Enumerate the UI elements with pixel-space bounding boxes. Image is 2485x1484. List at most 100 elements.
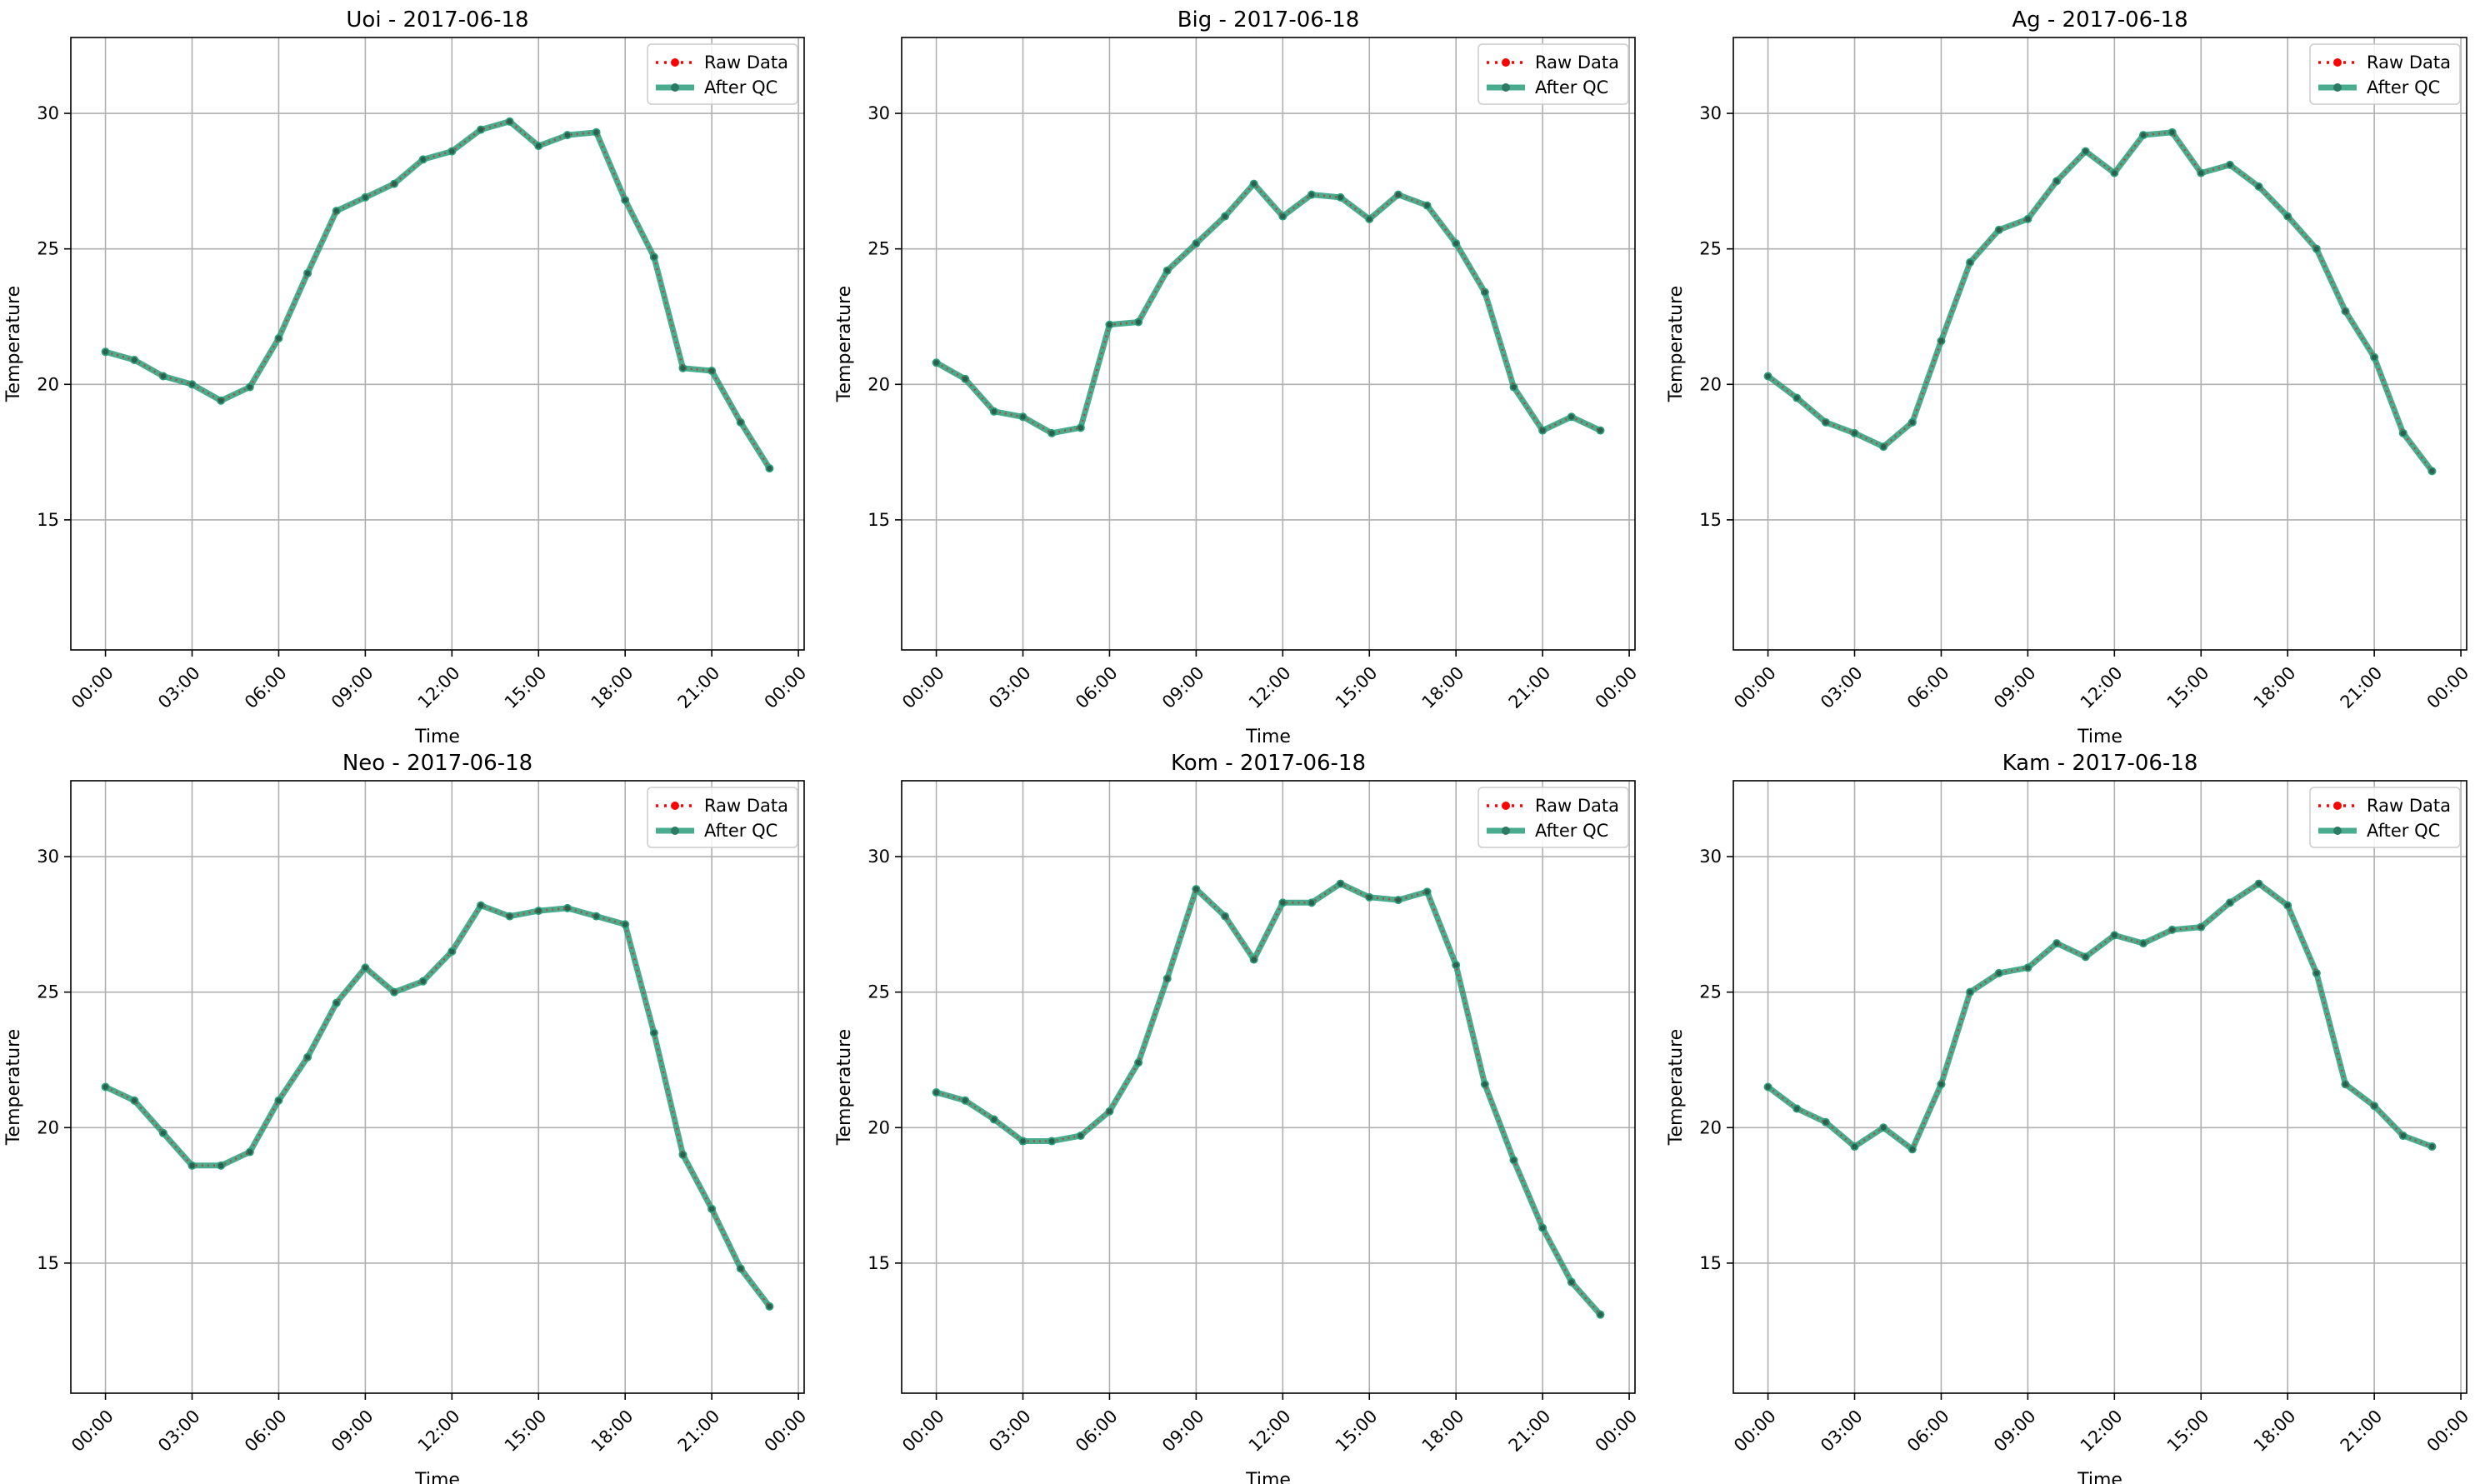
y-axis-label: Temperature — [3, 1029, 24, 1146]
point-raw-data — [962, 1097, 968, 1103]
x-tick-label: 18:00 — [1418, 1406, 1468, 1456]
point-raw-data — [391, 181, 398, 187]
x-tick-label: 06:00 — [1072, 662, 1122, 712]
series-line-after-qc — [104, 902, 772, 1309]
point-raw-data — [1482, 1082, 1488, 1087]
point-raw-data — [1135, 319, 1142, 325]
chart-panel-1: 15 20 25 30 00:00 03:00 06:00 09:00 12:00 15:00 18… — [3, 7, 810, 747]
point-raw-data — [593, 913, 599, 919]
axes-frame — [70, 37, 805, 651]
point-raw-data — [564, 132, 571, 138]
point-raw-data — [2342, 1082, 2348, 1087]
point-raw-data — [507, 913, 512, 919]
x-tick-label: 03:00 — [1817, 662, 1867, 712]
y-axis-label: Temperature — [834, 286, 855, 402]
point-raw-data — [651, 254, 658, 260]
point-raw-data — [449, 148, 455, 154]
point-raw-data — [2025, 216, 2031, 222]
x-tick-label: 09:00 — [1990, 662, 2040, 712]
y-tick-label: 20 — [1699, 374, 1722, 394]
point-raw-data — [2082, 954, 2088, 960]
point-raw-data — [102, 349, 108, 355]
y-tick-label: 25 — [37, 239, 59, 259]
y-tick-label: 30 — [868, 103, 890, 123]
point-raw-data — [1020, 414, 1026, 420]
point-raw-data — [304, 1054, 311, 1060]
point-raw-data — [2227, 900, 2233, 906]
point-raw-data — [2169, 129, 2175, 136]
legend-label-after-qc: After QC — [1535, 821, 1608, 841]
point-raw-data — [1598, 1312, 1603, 1317]
point-raw-data — [1395, 192, 1402, 197]
x-tick-label: 15:00 — [2163, 1406, 2213, 1456]
point-raw-data — [2256, 881, 2262, 887]
point-raw-data — [2400, 430, 2406, 437]
point-raw-data — [1338, 194, 1343, 201]
axes-frame — [1732, 780, 2468, 1394]
y-tick-label: 30 — [1699, 103, 1722, 123]
point-raw-data — [1539, 427, 1546, 433]
point-raw-data — [2284, 902, 2291, 908]
point-raw-data — [2284, 213, 2291, 219]
point-raw-data — [933, 1089, 939, 1096]
point-raw-data — [2112, 932, 2118, 938]
x-tick-label: 09:00 — [328, 662, 378, 712]
point-raw-data — [536, 142, 542, 149]
y-tick-label: 30 — [1699, 847, 1722, 867]
x-tick-label: 12:00 — [414, 1406, 464, 1456]
chart-title: Kom - 2017-06-18 — [1171, 751, 1366, 776]
point-raw-data — [2371, 1103, 2378, 1109]
y-tick-label: 20 — [868, 374, 890, 394]
series-line-after-qc — [1766, 881, 2433, 1152]
point-raw-data — [304, 270, 311, 277]
point-raw-data — [1020, 1138, 1026, 1144]
x-tick-label: 18:00 — [588, 1406, 638, 1456]
chart-title: Big - 2017-06-18 — [1178, 7, 1360, 32]
point-raw-data — [1424, 202, 1430, 208]
y-tick-label: 15 — [37, 1253, 59, 1273]
point-raw-data — [1452, 240, 1459, 247]
point-raw-data — [1280, 213, 1286, 219]
x-axis-label: Time — [2077, 727, 2122, 747]
x-tick-label: 00:00 — [1730, 662, 1780, 712]
point-raw-data — [1852, 430, 1858, 437]
series-line-after-qc — [934, 181, 1602, 437]
point-raw-data — [1135, 1060, 1142, 1066]
point-raw-data — [1367, 216, 1372, 222]
axes-frame — [70, 780, 805, 1394]
point-raw-data — [1568, 414, 1574, 420]
point-raw-data — [1967, 259, 1973, 266]
point-raw-data — [362, 194, 368, 201]
point-raw-data — [1909, 419, 1916, 426]
x-tick-label: 18:00 — [2250, 1406, 2300, 1456]
legend-marker-raw-data — [1502, 802, 1510, 810]
x-axis-label: Time — [414, 727, 460, 747]
y-tick-label: 25 — [1699, 982, 1722, 1002]
x-tick-label: 00:00 — [1592, 1406, 1642, 1456]
point-raw-data — [2169, 927, 2175, 933]
x-tick-label: 03:00 — [154, 662, 204, 712]
y-tick-label: 15 — [868, 1253, 890, 1273]
legend-label-after-qc: After QC — [704, 821, 778, 841]
point-raw-data — [708, 367, 715, 374]
x-tick-label: 00:00 — [2423, 1406, 2473, 1456]
point-raw-data — [1511, 384, 1517, 390]
point-raw-data — [1048, 430, 1055, 437]
series-line-raw-data — [105, 120, 771, 469]
point-raw-data — [2112, 170, 2118, 176]
point-raw-data — [247, 384, 253, 390]
y-tick-label: 20 — [37, 374, 59, 394]
x-tick-label: 15:00 — [2163, 662, 2213, 712]
y-tick-label: 15 — [37, 510, 59, 530]
axes-frame — [1732, 37, 2468, 651]
point-raw-data — [1938, 1082, 1944, 1087]
legend: Raw Data After QC — [2309, 43, 2461, 105]
legend-label-raw-data: Raw Data — [704, 52, 788, 72]
y-axis-label: Temperature — [3, 286, 24, 402]
point-raw-data — [1078, 425, 1084, 431]
legend-label-raw-data: Raw Data — [1535, 52, 1619, 72]
point-raw-data — [1308, 192, 1315, 197]
x-tick-label: 12:00 — [414, 662, 464, 712]
chart-title: Uoi - 2017-06-18 — [346, 7, 528, 32]
